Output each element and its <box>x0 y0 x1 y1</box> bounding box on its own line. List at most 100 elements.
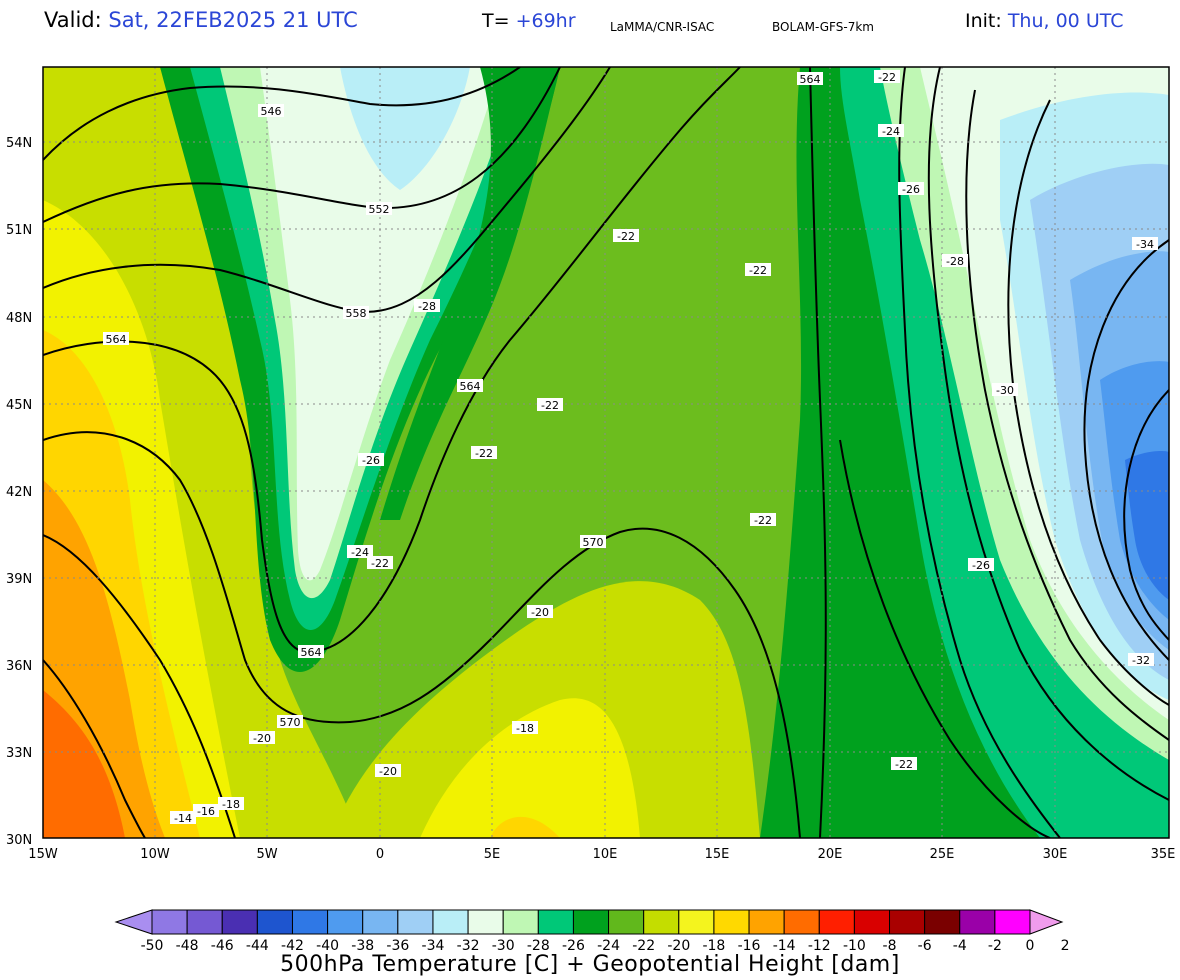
legend-swatch <box>643 909 680 935</box>
lead-label: T= <box>482 10 510 32</box>
lead-time: T= +69hr <box>482 10 576 32</box>
lat-label: 48N <box>6 311 32 326</box>
legend-swatch <box>467 909 504 935</box>
lon-label: 10W <box>140 847 170 862</box>
field-south-gold <box>490 816 560 838</box>
contour-570-sw <box>43 534 236 838</box>
legend-swatch <box>327 909 364 935</box>
lon-label: 0 <box>376 847 384 862</box>
contour-552 <box>43 67 561 223</box>
legend-swatch <box>151 909 188 935</box>
lat-label: 42N <box>6 485 32 500</box>
temperature-labels: -22 -24 -26 -22 -22 -28 -28 -34 -30 -22 … <box>170 70 1158 825</box>
height-label: 564 <box>301 646 322 659</box>
height-label: 570 <box>280 716 301 729</box>
lon-label: 20E <box>818 847 843 862</box>
temp-label: -22 <box>895 758 913 771</box>
temp-label: -18 <box>516 722 534 735</box>
lead-value: +69hr <box>515 10 576 32</box>
contour-564-east <box>809 67 827 838</box>
legend-swatch <box>362 909 399 935</box>
lon-label: 25E <box>930 847 955 862</box>
temp-label: -20 <box>379 765 397 778</box>
graticule <box>43 67 1169 838</box>
contour-564-se <box>839 439 1051 838</box>
temp-label: -14 <box>174 812 192 825</box>
height-label: 564 <box>106 333 127 346</box>
legend-arrow-low <box>114 909 153 935</box>
contour-534-east <box>1083 239 1169 661</box>
height-label: 558 <box>346 307 367 320</box>
legend-swatch <box>221 909 258 935</box>
legend-swatch <box>748 909 785 935</box>
lat-label: 45N <box>6 398 32 413</box>
legend-swatch <box>783 909 820 935</box>
height-label: 552 <box>369 203 390 216</box>
field-trough-palegreen <box>260 67 500 581</box>
legend-swatch <box>994 909 1031 935</box>
contour-576-sw <box>43 659 146 838</box>
longitude-labels: 15W 10W 5W 0 5E 10E 15E 20E 25E 30E 35E <box>28 847 1175 862</box>
temp-label: -26 <box>972 559 990 572</box>
legend-swatch <box>924 909 961 935</box>
temp-label: -20 <box>531 606 549 619</box>
lat-label: 30N <box>6 833 32 848</box>
legend-swatch <box>186 909 223 935</box>
lat-label: 54N <box>6 136 32 151</box>
legend-swatch <box>397 909 434 935</box>
temp-label: -16 <box>197 805 215 818</box>
source-label: LaMMA/CNR-ISAC <box>610 20 715 34</box>
height-label: 570 <box>583 536 604 549</box>
temp-label: -26 <box>362 454 380 467</box>
temp-label: -22 <box>749 264 767 277</box>
temp-label: -24 <box>351 546 369 559</box>
height-label: 564 <box>460 380 481 393</box>
legend-swatch <box>256 909 293 935</box>
legend-swatches <box>114 909 1064 935</box>
temp-label: -20 <box>253 732 271 745</box>
lon-label: 15W <box>28 847 58 862</box>
temp-label: -30 <box>996 384 1014 397</box>
temp-label: -22 <box>878 71 896 84</box>
field-east-deepblue <box>1125 450 1169 600</box>
legend-swatch <box>608 909 645 935</box>
lon-label: 35E <box>1151 847 1176 862</box>
legend-title: 500hPa Temperature [C] + Geopotential He… <box>280 952 900 977</box>
temp-label: -18 <box>222 798 240 811</box>
lat-label: 33N <box>6 746 32 761</box>
legend-swatch <box>889 909 926 935</box>
contour-528-east <box>1123 389 1169 641</box>
temp-label: -22 <box>371 557 389 570</box>
temp-label: -34 <box>1136 238 1154 251</box>
legend-swatch <box>572 909 610 935</box>
map-frame <box>42 66 1170 839</box>
contour-546 <box>43 67 521 161</box>
height-label: 564 <box>800 73 821 86</box>
contour-552-east <box>927 67 1169 801</box>
legend-swatch <box>853 909 891 935</box>
model-label: BOLAM-GFS-7km <box>772 20 874 34</box>
legend-swatch <box>502 909 539 935</box>
field-west-darkorange <box>43 690 125 838</box>
valid-time: Valid: Sat, 22FEB2025 21 UTC <box>44 8 358 32</box>
legend-swatch <box>678 909 715 935</box>
contour-564-west <box>43 67 741 654</box>
height-label: 546 <box>261 105 282 118</box>
legend-arrow-high <box>1029 909 1064 935</box>
init-time: Init: Thu, 00 UTC <box>965 10 1123 32</box>
lon-label: 15E <box>705 847 730 862</box>
init-label: Init: <box>965 10 1002 32</box>
contour-546-east <box>965 89 1169 741</box>
legend-swatch <box>537 909 574 935</box>
lon-label: 10E <box>593 847 618 862</box>
temp-label: -28 <box>946 255 964 268</box>
temp-label: -22 <box>541 399 559 412</box>
temp-label: -24 <box>882 125 900 138</box>
lon-label: 5E <box>484 847 501 862</box>
init-value: Thu, 00 UTC <box>1007 10 1124 32</box>
latitude-labels: 54N 51N 48N 45N 42N 39N 36N 33N 30N <box>6 136 32 848</box>
temp-label: -32 <box>1132 654 1150 667</box>
lat-label: 51N <box>6 223 32 238</box>
temp-label: -22 <box>475 447 493 460</box>
legend-swatch <box>818 909 855 935</box>
